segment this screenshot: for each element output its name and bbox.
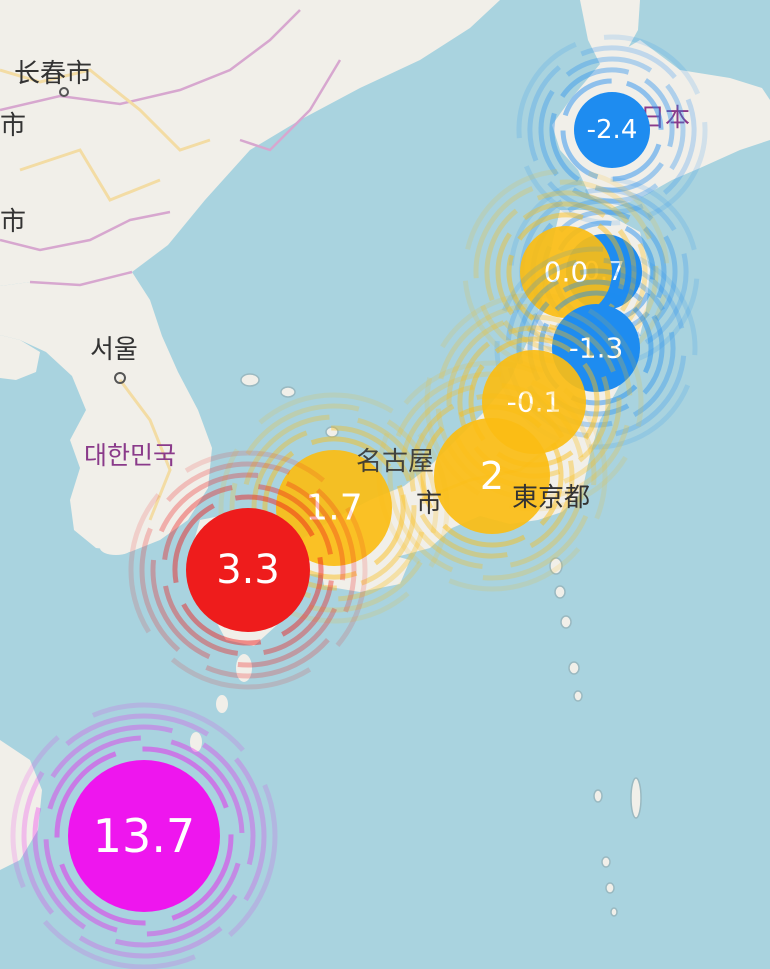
marker-ring	[251, 425, 417, 591]
label-nagoya-bottom: 市	[416, 489, 442, 519]
label-left-edge-2: 市	[0, 207, 26, 237]
label-korea: 대한민국	[84, 441, 176, 470]
shandong-land	[0, 335, 40, 380]
marker-ring	[560, 78, 664, 182]
marker-ring	[398, 382, 586, 570]
okinawa-island-north	[216, 695, 228, 713]
marker-ring	[172, 494, 324, 646]
marker-value: 13.7	[93, 809, 195, 863]
marker-ring	[387, 371, 597, 581]
marker-ring	[161, 483, 335, 657]
marker-ring	[541, 209, 667, 335]
marker-value: 1.7	[305, 488, 362, 529]
izu-islands	[240, 373, 642, 917]
marker-ring	[530, 198, 678, 346]
label-nagoya: 名古屋	[356, 447, 434, 477]
marker-ring	[516, 34, 708, 226]
marker-value: -2.4	[587, 115, 638, 145]
marker-ring	[32, 724, 256, 948]
marker-dot[interactable]	[434, 418, 550, 534]
marker-kyushu[interactable]: 3.3	[87, 409, 409, 731]
label-seoul: 서울	[90, 335, 138, 365]
marker-ring	[506, 212, 626, 332]
amami-island	[236, 654, 252, 682]
marker-dot[interactable]	[186, 508, 310, 632]
marker-value: 3.3	[216, 547, 280, 593]
marker-ring	[262, 436, 406, 580]
marker-ring	[457, 325, 611, 479]
marker-ring	[240, 414, 428, 602]
label-left-edge-1: 市	[0, 111, 26, 141]
marker-value: -1.3	[569, 332, 624, 365]
marker-ring	[420, 404, 564, 548]
marker-ring	[552, 220, 656, 324]
marker-dot[interactable]	[574, 92, 650, 168]
marker-ring	[538, 290, 654, 406]
marker-dot[interactable]	[520, 226, 612, 318]
marker-tokyo[interactable]: 2	[333, 317, 651, 635]
marker-ring	[150, 472, 346, 668]
marker-value: 2	[480, 454, 504, 498]
marker-dot[interactable]	[68, 760, 220, 912]
marker-value: -0.1	[507, 386, 562, 419]
marker-ring	[128, 450, 368, 690]
marker-ring	[549, 67, 675, 193]
marker-ring	[43, 735, 245, 937]
label-tokyo: 東京都	[512, 483, 590, 513]
label-changchun: 长春市	[14, 59, 92, 89]
marker-ring	[376, 360, 608, 592]
borders	[0, 9, 342, 287]
marker-ring	[527, 279, 665, 417]
marker-ring	[21, 713, 267, 959]
jeju-island	[100, 541, 132, 555]
korean-peninsula	[0, 272, 212, 552]
marker-ring	[409, 393, 575, 559]
marker-ring	[10, 702, 278, 969]
marker-okinawa[interactable]: 13.7	[0, 664, 316, 969]
marker-value: 0.0	[544, 256, 589, 289]
marker-ring	[54, 746, 234, 926]
marker-dot[interactable]	[276, 450, 392, 566]
marker-ring	[139, 461, 357, 679]
okinawa-island-south	[190, 732, 202, 752]
sakhalin	[580, 0, 640, 64]
marker-ring	[527, 45, 697, 215]
southern-land	[0, 740, 42, 870]
